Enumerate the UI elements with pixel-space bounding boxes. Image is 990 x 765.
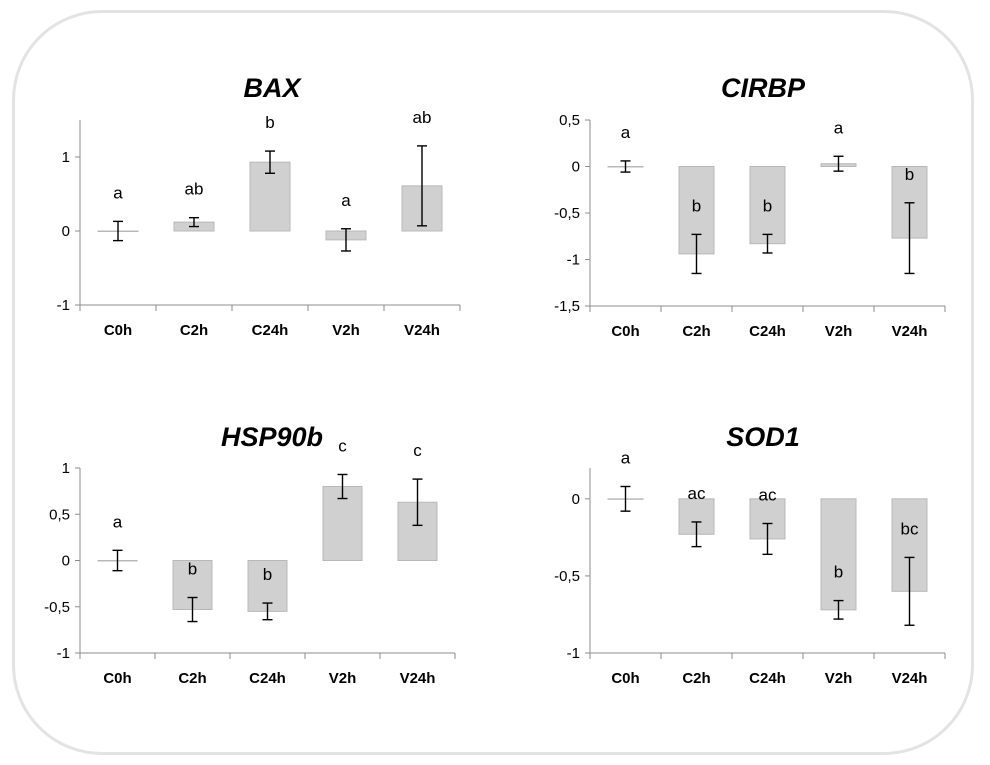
- significance-label: b: [265, 113, 274, 132]
- x-tick-label: V2h: [332, 322, 360, 339]
- x-tick-label: C24h: [749, 670, 786, 687]
- chart-panel-bax: BAX a C0h ab C2h b C24h a V2h ab V24h -1 0 1: [57, 73, 461, 339]
- y-tick-label: -0,5: [44, 599, 70, 616]
- y-tick-label: -0,5: [554, 568, 580, 585]
- y-tick-label: 0: [572, 491, 580, 508]
- x-tick-label: C0h: [611, 670, 639, 687]
- y-tick-label: 0: [62, 223, 70, 240]
- chart-title: HSP90b: [221, 422, 323, 452]
- y-tick-label: 0: [572, 159, 580, 176]
- significance-label: ac: [759, 486, 777, 505]
- significance-label: a: [113, 183, 123, 202]
- x-tick-label: C0h: [104, 322, 132, 339]
- x-tick-label: V2h: [825, 323, 853, 340]
- x-tick-label: V2h: [329, 670, 357, 687]
- chart-title: BAX: [243, 73, 302, 103]
- significance-label: a: [834, 118, 844, 137]
- y-tick-label: 0,5: [49, 506, 70, 523]
- significance-label: bc: [901, 519, 919, 538]
- y-tick-label: 0,5: [559, 112, 580, 129]
- figure-frame: [12, 10, 974, 755]
- significance-label: b: [263, 565, 272, 584]
- significance-label: b: [905, 165, 914, 184]
- y-tick-label: 1: [62, 149, 70, 166]
- x-tick-label: C24h: [749, 323, 786, 340]
- y-tick-label: -1,5: [554, 298, 580, 315]
- chart-title: SOD1: [726, 422, 800, 452]
- y-tick-label: -1: [57, 297, 70, 314]
- chart-panel-hsp90b: HSP90b a C0h b C2h b C24h c V2h c V24h -1 -0,5 0 0,5 1: [44, 422, 456, 687]
- chart-panel-sod1: SOD1 a C0h ac C2h ac C24h b V2h bc V24h -1 -0,5 0: [554, 422, 946, 687]
- y-tick-label: -1: [57, 645, 70, 662]
- significance-label: ab: [185, 180, 204, 199]
- x-tick-label: C2h: [682, 670, 710, 687]
- significance-label: a: [621, 449, 631, 468]
- x-tick-label: C24h: [252, 322, 289, 339]
- chart-title: CIRBP: [721, 73, 806, 103]
- x-tick-label: C0h: [611, 323, 639, 340]
- x-tick-label: C2h: [682, 323, 710, 340]
- significance-label: c: [338, 436, 347, 455]
- y-tick-label: -1: [567, 252, 580, 269]
- significance-label: a: [621, 123, 631, 142]
- x-tick-label: V24h: [400, 670, 436, 687]
- significance-label: a: [113, 512, 123, 531]
- significance-label: b: [834, 563, 843, 582]
- bar: [820, 498, 857, 611]
- significance-label: ac: [688, 484, 706, 503]
- x-tick-label: C2h: [180, 322, 208, 339]
- significance-label: ab: [413, 108, 432, 127]
- x-tick-label: C0h: [103, 670, 131, 687]
- x-tick-label: V24h: [892, 323, 928, 340]
- significance-label: b: [692, 196, 701, 215]
- y-tick-label: 0: [62, 553, 70, 570]
- chart-panel-cirbp: CIRBP a C0h b C2h b C24h a V2h b V24h -1,5 -1 -0,5 0 0,…: [554, 73, 946, 340]
- significance-label: b: [763, 196, 772, 215]
- significance-label: a: [341, 191, 351, 210]
- y-tick-label: -1: [567, 645, 580, 662]
- significance-label: b: [188, 560, 197, 579]
- x-tick-label: C24h: [249, 670, 286, 687]
- x-tick-label: V24h: [404, 322, 440, 339]
- significance-label: c: [413, 441, 422, 460]
- y-tick-label: 1: [62, 460, 70, 477]
- x-tick-label: V24h: [892, 670, 928, 687]
- y-tick-label: -0,5: [554, 205, 580, 222]
- x-tick-label: V2h: [825, 670, 853, 687]
- x-tick-label: C2h: [178, 670, 206, 687]
